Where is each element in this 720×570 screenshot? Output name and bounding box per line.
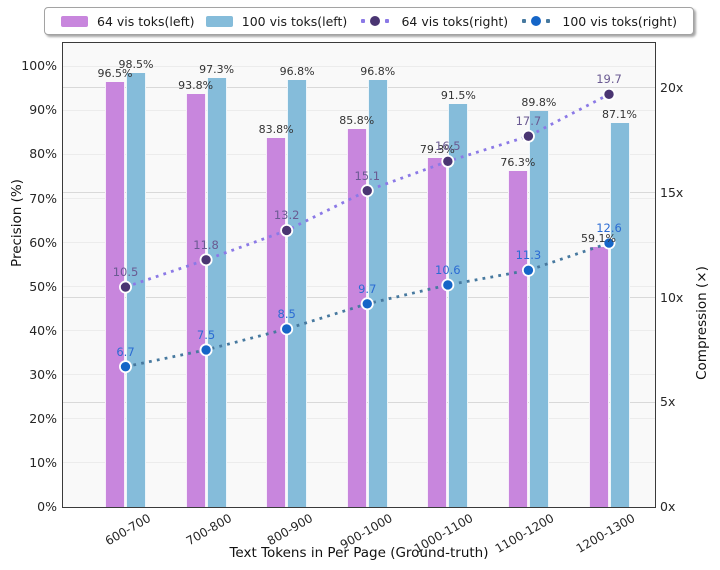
y-tick-label-left: 40% xyxy=(29,322,57,338)
line-value-label: 11.3 xyxy=(515,248,542,263)
line-value-label: 11.8 xyxy=(193,237,219,252)
bar-64-vis-toks-left xyxy=(105,81,125,507)
legend-bar-swatch-icon xyxy=(205,15,233,27)
legend-item-label: 64 vis toks(right) xyxy=(401,13,509,29)
legend-item-64-vis-toks-right: 64 vis toks(right) xyxy=(358,14,508,29)
x-tick-label: 1200-1300 xyxy=(573,511,637,556)
legend-dot-icon xyxy=(370,16,381,26)
bar-100-vis-toks-left xyxy=(609,123,630,507)
line-value-label: 9.7 xyxy=(358,281,377,296)
y-tick-label-left: 30% xyxy=(29,366,57,382)
legend-item-64-vis-toks-left: 64 vis toks(left) xyxy=(61,14,195,29)
legend-item-label: 100 vis toks(left) xyxy=(241,13,348,29)
bar-value-label: 89.8% xyxy=(521,96,557,110)
bar-value-label: 91.5% xyxy=(440,88,476,102)
line-value-label: 7.5 xyxy=(196,327,216,342)
x-tick-label: 700-800 xyxy=(183,511,235,549)
bar-value-label: 85.8% xyxy=(339,113,375,127)
legend-dash-icon xyxy=(546,19,551,23)
bar-value-label: 93.8% xyxy=(178,78,214,92)
bar-64-vis-toks-left xyxy=(185,93,206,507)
x-tick-label: 800-900 xyxy=(264,511,315,549)
y-tick-label-left: 90% xyxy=(29,102,57,118)
y-tick-label-right: 20x xyxy=(660,80,684,96)
line-value-label: 10.6 xyxy=(435,262,461,277)
bar-value-label: 98.5% xyxy=(118,57,154,71)
bar-64-vis-toks-left xyxy=(588,246,609,507)
bar-64-vis-toks-left xyxy=(346,128,367,507)
right-axis-title: Compression (×) xyxy=(694,266,710,380)
y-tick-label-left: 100% xyxy=(21,58,57,74)
gridline-left xyxy=(63,109,655,111)
y-tick-label-left: 20% xyxy=(29,410,57,426)
line-value-label: 8.5 xyxy=(277,306,296,321)
bar-value-label: 96.8% xyxy=(360,65,396,79)
left-axis-title: Precision (%) xyxy=(9,179,25,267)
bar-value-label: 76.3% xyxy=(500,155,536,169)
legend-dash-icon xyxy=(361,19,366,23)
y-tick-label-left: 50% xyxy=(29,278,57,294)
legend-dot-icon xyxy=(531,16,542,26)
legend-line-swatch-icon xyxy=(519,16,553,26)
bar-100-vis-toks-left xyxy=(448,103,469,507)
legend-line-swatch-icon xyxy=(358,16,392,26)
line-value-label: 6.7 xyxy=(116,344,135,359)
bar-value-label: 96.8% xyxy=(279,65,315,79)
line-value-label: 19.7 xyxy=(596,72,622,87)
line-value-label: 15.1 xyxy=(354,168,381,183)
line-value-label: 16.5 xyxy=(435,139,461,154)
bar-64-vis-toks-left xyxy=(266,137,287,507)
legend-item-100-vis-toks-left: 100 vis toks(left) xyxy=(205,13,348,29)
legend-bar-swatch-icon xyxy=(61,15,88,27)
y-tick-label-right: 0x xyxy=(660,499,676,514)
x-tick-label: 1100-1200 xyxy=(492,511,557,556)
line-value-label: 13.2 xyxy=(273,208,300,223)
bar-value-label: 97.3% xyxy=(199,63,235,77)
y-tick-label-left: 80% xyxy=(29,146,57,162)
legend-dash-icon xyxy=(385,19,390,23)
line-value-label: 17.7 xyxy=(515,114,542,129)
legend-dash-icon xyxy=(522,19,527,23)
y-tick-label-left: 70% xyxy=(29,190,57,206)
legend-item-label: 64 vis toks(left) xyxy=(97,13,195,29)
y-tick-label-left: 10% xyxy=(29,454,57,470)
bar-value-label: 87.1% xyxy=(602,108,637,122)
y-tick-label-right: 5x xyxy=(660,394,676,410)
line-value-label: 10.5 xyxy=(112,265,139,280)
legend-item-label: 100 vis toks(right) xyxy=(562,13,677,29)
chart-legend: 64 vis toks(left) 100 vis toks(left) 64 vi… xyxy=(44,7,694,35)
bar-100-vis-toks-left xyxy=(287,80,308,507)
line-value-label: 12.6 xyxy=(596,221,622,236)
legend-item-100-vis-toks-right: 100 vis toks(right) xyxy=(519,14,677,29)
bar-value-label: 83.8% xyxy=(258,122,294,136)
x-tick-label: 600-700 xyxy=(103,511,154,549)
bar-value-label: 96.5% xyxy=(97,66,133,80)
x-axis-title: Text Tokens in Per Page (Ground-truth) xyxy=(229,545,489,561)
bar-100-vis-toks-left xyxy=(126,72,146,507)
bar-64-vis-toks-left xyxy=(427,157,448,507)
y-tick-label-right: 10x xyxy=(660,289,684,305)
gridline-right xyxy=(63,87,655,89)
bar-64-vis-toks-left xyxy=(507,170,528,507)
y-tick-label-left: 60% xyxy=(29,234,57,250)
y-tick-label-right: 15x xyxy=(660,184,684,200)
y-tick-label-left: 0% xyxy=(37,499,57,514)
gridline-left xyxy=(63,65,655,67)
bar-100-vis-toks-left xyxy=(206,78,227,507)
bar-100-vis-toks-left xyxy=(528,111,549,507)
